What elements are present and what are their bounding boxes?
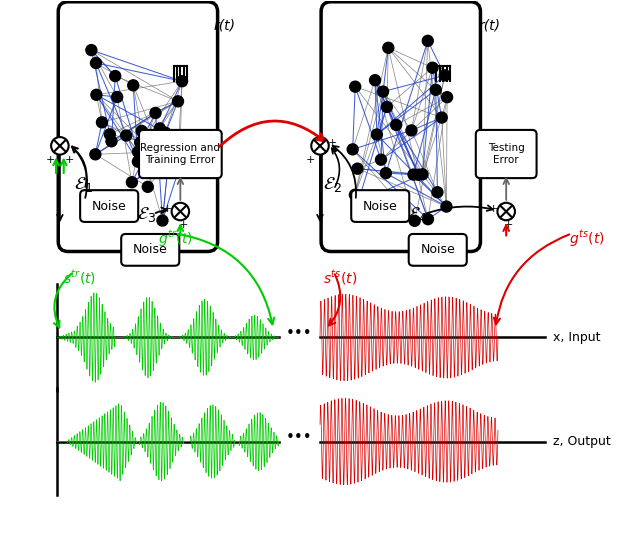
Text: $g^{ts}(t)$: $g^{ts}(t)$: [569, 228, 605, 249]
Text: Testing
Error: Testing Error: [488, 143, 525, 165]
Text: $s^{tr}(t)$: $s^{tr}(t)$: [63, 268, 96, 287]
Text: Noise: Noise: [420, 243, 455, 256]
Text: r(t): r(t): [479, 18, 501, 32]
Text: $g^{tr}(t)$: $g^{tr}(t)$: [157, 228, 192, 249]
Text: $\mathcal{E}_2$: $\mathcal{E}_2$: [323, 175, 342, 194]
Circle shape: [406, 125, 417, 136]
Circle shape: [104, 129, 115, 140]
Text: Noise: Noise: [133, 243, 168, 256]
Circle shape: [439, 70, 451, 81]
Circle shape: [380, 167, 391, 178]
Circle shape: [128, 80, 139, 91]
Text: •••: •••: [286, 326, 312, 340]
Text: z, Output: z, Output: [553, 435, 611, 448]
Circle shape: [106, 136, 117, 147]
Circle shape: [91, 89, 102, 100]
Text: Noise: Noise: [92, 199, 127, 212]
Circle shape: [51, 137, 68, 155]
Circle shape: [497, 203, 515, 220]
Circle shape: [417, 169, 428, 180]
Text: r(t): r(t): [213, 18, 236, 32]
Circle shape: [430, 85, 441, 96]
Text: •••: •••: [286, 430, 312, 445]
Circle shape: [162, 164, 173, 175]
Circle shape: [348, 144, 358, 155]
FancyBboxPatch shape: [139, 130, 221, 178]
Circle shape: [175, 138, 186, 149]
FancyBboxPatch shape: [321, 2, 481, 251]
Circle shape: [90, 149, 101, 160]
FancyBboxPatch shape: [58, 2, 218, 251]
Text: +: +: [45, 155, 54, 165]
Circle shape: [371, 129, 382, 140]
Circle shape: [441, 201, 452, 212]
Text: $\mathcal{E}_3$: $\mathcal{E}_3$: [136, 205, 156, 224]
Circle shape: [442, 92, 452, 103]
Circle shape: [90, 58, 102, 69]
FancyBboxPatch shape: [351, 190, 409, 222]
Circle shape: [349, 189, 360, 200]
FancyBboxPatch shape: [121, 234, 179, 266]
Text: +: +: [163, 204, 172, 214]
Circle shape: [86, 44, 97, 55]
Circle shape: [157, 215, 168, 226]
Circle shape: [432, 187, 443, 198]
Text: +: +: [305, 155, 315, 165]
Circle shape: [422, 214, 433, 225]
Circle shape: [352, 163, 363, 174]
FancyBboxPatch shape: [476, 130, 536, 178]
Text: +: +: [327, 138, 337, 148]
Circle shape: [121, 130, 132, 141]
Circle shape: [97, 117, 108, 128]
Circle shape: [436, 112, 447, 123]
Text: $s^{ts}(t)$: $s^{ts}(t)$: [323, 268, 357, 287]
Circle shape: [137, 135, 148, 146]
Text: +: +: [179, 220, 188, 229]
Circle shape: [369, 75, 381, 86]
Circle shape: [179, 145, 190, 156]
Circle shape: [132, 156, 143, 167]
Circle shape: [173, 96, 184, 107]
Circle shape: [383, 42, 394, 53]
Circle shape: [376, 154, 387, 165]
Circle shape: [378, 86, 388, 97]
FancyBboxPatch shape: [80, 190, 138, 222]
Circle shape: [154, 123, 165, 134]
Circle shape: [136, 125, 147, 136]
Circle shape: [111, 92, 123, 103]
Text: +: +: [488, 204, 498, 214]
FancyBboxPatch shape: [409, 234, 467, 266]
Circle shape: [381, 102, 392, 113]
Text: Regression and
Training Error: Regression and Training Error: [140, 143, 220, 165]
Circle shape: [413, 169, 424, 180]
Text: +: +: [65, 155, 74, 165]
Circle shape: [109, 71, 121, 81]
Text: $\mathcal{E}_1$: $\mathcal{E}_1$: [74, 175, 93, 194]
Text: $\mathcal{E}_4$: $\mathcal{E}_4$: [408, 205, 427, 224]
Circle shape: [172, 203, 189, 220]
Text: +: +: [504, 220, 514, 229]
Text: Noise: Noise: [363, 199, 397, 212]
Circle shape: [142, 181, 153, 192]
Circle shape: [367, 203, 379, 214]
Circle shape: [311, 137, 329, 155]
Circle shape: [422, 35, 433, 46]
Circle shape: [150, 108, 161, 119]
Circle shape: [408, 169, 419, 180]
Circle shape: [177, 76, 188, 87]
Circle shape: [160, 127, 171, 138]
Circle shape: [409, 215, 420, 226]
Text: x, Input: x, Input: [553, 331, 600, 344]
Circle shape: [135, 137, 146, 148]
Circle shape: [427, 62, 438, 73]
Circle shape: [132, 147, 143, 158]
Circle shape: [173, 145, 184, 156]
Circle shape: [391, 120, 402, 130]
Circle shape: [127, 177, 138, 188]
Circle shape: [353, 197, 364, 208]
Circle shape: [349, 81, 361, 92]
